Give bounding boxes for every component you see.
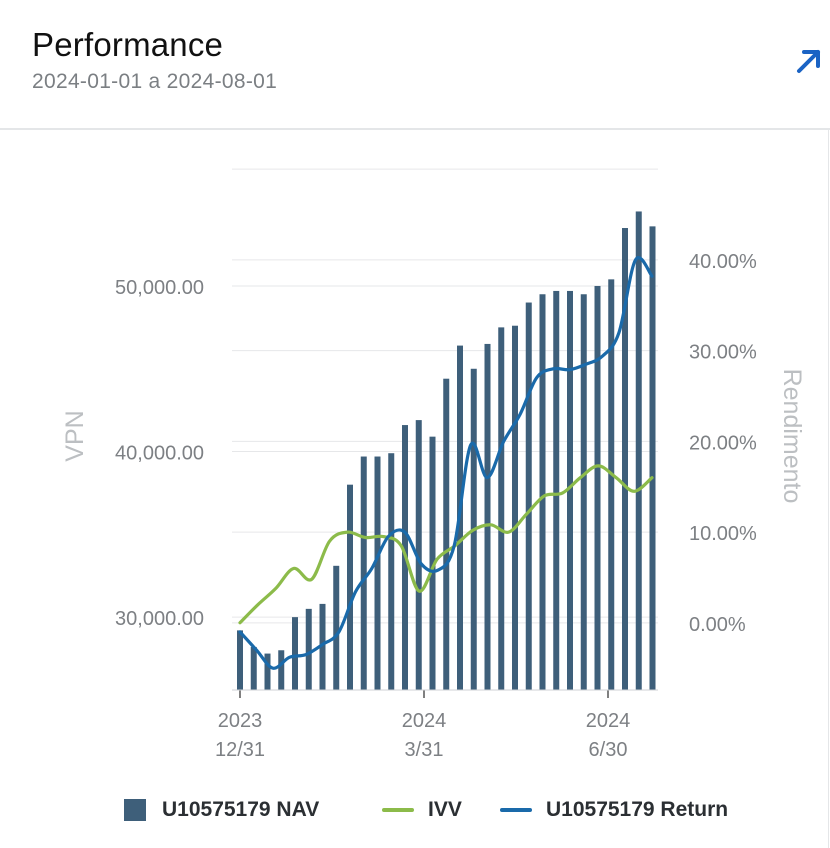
left-axis-title: VPN xyxy=(61,410,89,461)
nav-bar xyxy=(567,290,573,690)
nav-bar xyxy=(580,294,587,690)
nav-bar xyxy=(374,456,381,690)
nav-bar xyxy=(278,650,285,690)
panel-title: Performance xyxy=(32,26,224,63)
right-axis-title: Rendimento xyxy=(778,369,806,504)
right-tick-label: 40.00% xyxy=(689,251,757,273)
nav-bar xyxy=(443,378,450,690)
legend-swatch-ivv xyxy=(382,808,414,812)
nav-bar xyxy=(237,630,243,690)
x-tick-year: 2024 xyxy=(402,710,447,732)
legend-label-ivv: IVV xyxy=(428,798,462,821)
x-tick-year: 2023 xyxy=(218,710,263,732)
legend-swatch-return xyxy=(500,808,532,812)
right-tick-label: 20.00% xyxy=(689,432,757,454)
nav-bar xyxy=(553,290,560,690)
nav-bar xyxy=(360,456,367,690)
x-tick-date: 12/31 xyxy=(215,739,265,761)
legend-swatch-nav xyxy=(124,799,146,821)
nav-bar xyxy=(622,228,628,691)
chart-panel xyxy=(0,130,829,848)
chart-legend: U10575179 NAV IVV U10575179 Return xyxy=(0,794,830,826)
nav-bar xyxy=(525,302,532,690)
x-tick-date: 6/30 xyxy=(589,739,628,761)
nav-bar xyxy=(333,565,340,690)
right-tick-label: 30.00% xyxy=(689,342,757,364)
nav-bar xyxy=(484,343,491,690)
nav-bar xyxy=(429,436,436,690)
legend-label-return: U10575179 Return xyxy=(546,798,729,821)
nav-bar xyxy=(415,420,422,690)
left-tick-label: 40,000.00 xyxy=(115,443,204,465)
nav-bar xyxy=(250,646,257,690)
legend-item-return[interactable]: U10575179 Return xyxy=(500,794,728,826)
performance-chart: 30,000.00 40,000.00 50,000.00 0.00% 10.00% 20… xyxy=(61,168,806,761)
nav-bar xyxy=(305,608,312,690)
nav-bar xyxy=(594,285,601,690)
left-tick-label: 30,000.00 xyxy=(115,608,204,630)
nav-bar xyxy=(608,279,615,690)
nav-bar xyxy=(292,617,298,690)
legend-label-nav: U10575179 NAV xyxy=(162,798,320,821)
x-tick-date: 3/31 xyxy=(405,739,444,761)
nav-bar xyxy=(635,211,642,690)
nav-bar xyxy=(388,453,395,690)
nav-bar xyxy=(264,653,271,690)
legend-item-nav[interactable]: U10575179 NAV xyxy=(124,794,319,826)
arrow-up-right-glyph xyxy=(797,50,820,73)
panel-header: Performance 2024-01-01 a 2024-08-01 xyxy=(0,0,830,130)
legend-item-ivv[interactable]: IVV xyxy=(382,794,462,826)
nav-bar xyxy=(539,294,546,690)
nav-bar xyxy=(512,325,518,690)
date-range: 2024-01-01 a 2024-08-01 xyxy=(32,70,278,93)
right-tick-label: 0.00% xyxy=(689,614,746,636)
nav-bar xyxy=(498,327,505,690)
nav-bar xyxy=(649,226,656,690)
x-tick-year: 2024 xyxy=(586,710,631,732)
arrow-up-right-icon[interactable] xyxy=(792,44,826,78)
return-line xyxy=(238,256,654,670)
nav-bar xyxy=(319,603,326,690)
ivv-line xyxy=(238,464,654,625)
nav-bar xyxy=(347,484,353,690)
left-tick-label: 50,000.00 xyxy=(115,277,204,299)
right-tick-label: 10.00% xyxy=(689,523,757,545)
